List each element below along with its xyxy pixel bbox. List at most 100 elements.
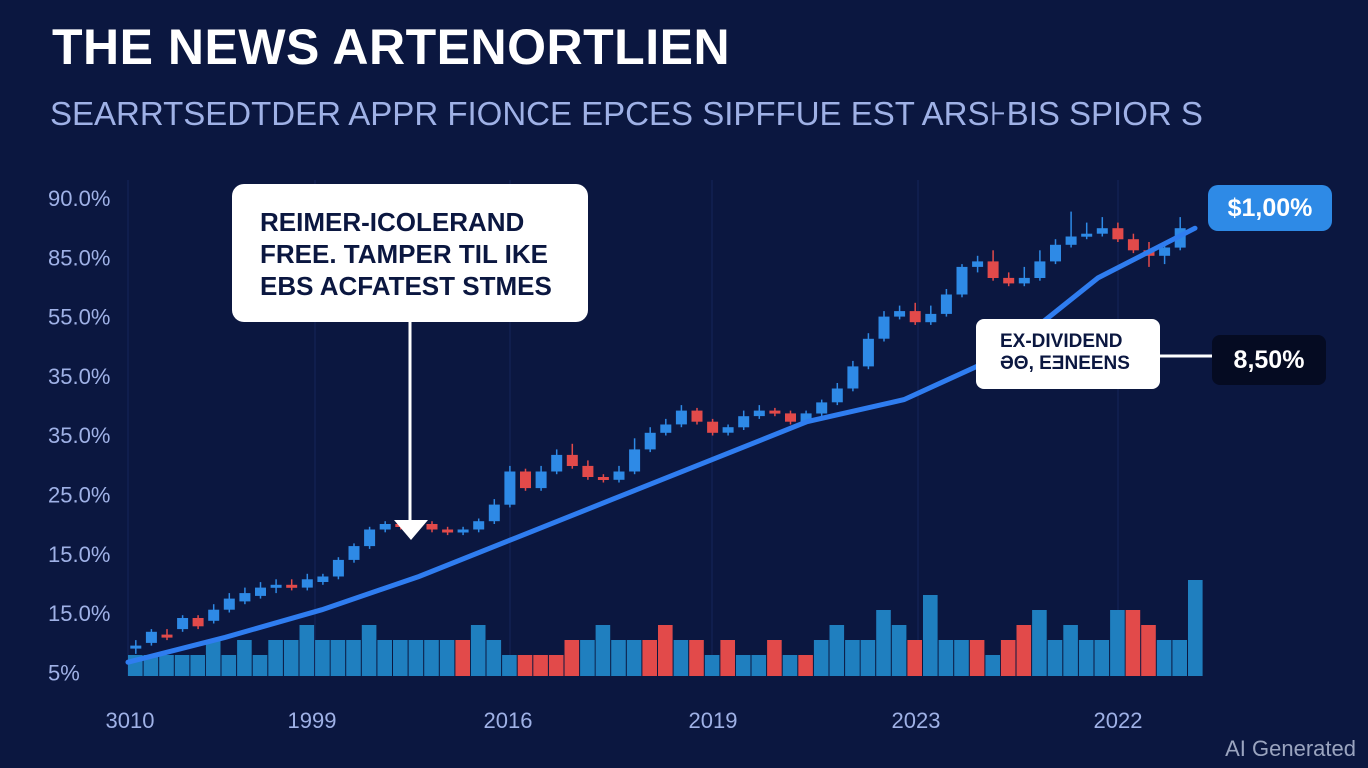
x-tick-label: 2022 — [1094, 708, 1143, 733]
candle-body — [364, 529, 376, 547]
volume-bar — [190, 655, 205, 676]
candle-body — [130, 645, 142, 649]
candle-body — [301, 579, 313, 588]
volume-bar — [1156, 640, 1172, 676]
volume-bar — [143, 655, 159, 676]
volume-bar — [533, 655, 548, 676]
volume-bar — [159, 655, 174, 676]
candle-body — [597, 477, 609, 480]
volume-bar — [1141, 625, 1156, 676]
candle-body — [535, 471, 547, 489]
x-tick-label: 2023 — [892, 708, 941, 733]
candle-body — [551, 454, 563, 472]
candle-body — [1112, 228, 1124, 240]
volume-bar — [517, 655, 533, 676]
y-tick-label: 35.0% — [48, 423, 110, 448]
volume-bar — [860, 640, 876, 676]
volume-bar — [502, 655, 517, 676]
candle-body — [847, 366, 859, 389]
candle-body — [332, 559, 344, 577]
volume-bar — [1047, 640, 1063, 676]
page-title: THE NEWS ARTENORTLIEN — [52, 19, 731, 75]
x-tick-label: 2019 — [689, 708, 738, 733]
candle-body — [1127, 239, 1139, 251]
volume-bar — [408, 640, 424, 676]
candle-body — [816, 402, 828, 414]
candle-body — [177, 618, 189, 630]
candle-body — [753, 410, 765, 417]
volume-bar — [829, 625, 845, 676]
candle-body — [1096, 228, 1108, 234]
volume-bar — [611, 640, 626, 676]
candle-body — [956, 266, 968, 295]
callout-pointer-arrowhead — [394, 520, 428, 540]
candle-body — [972, 261, 984, 267]
candle-body — [800, 413, 812, 422]
candle-body — [878, 316, 890, 339]
volume-bar — [938, 640, 954, 676]
price-badge: $1,00% — [1208, 185, 1332, 231]
volume-bar — [642, 640, 657, 676]
volume-bar — [1094, 640, 1110, 676]
ex-dividend-line-2: ƏΘ, EƎNEENS — [1000, 353, 1130, 374]
callout-line-2: FREE. TAMPER TIL IKE — [260, 239, 548, 269]
candle-body — [1034, 261, 1046, 278]
y-tick-label: 15.0% — [48, 542, 110, 567]
callout-line-1: REIMER-ICOLERAND — [260, 207, 525, 237]
volume-bar — [470, 625, 486, 676]
x-tick-label: 1999 — [288, 708, 337, 733]
volume-bar — [1125, 610, 1141, 676]
volume-bar — [486, 640, 502, 676]
candle-body — [769, 410, 781, 414]
volume-bar — [439, 640, 455, 676]
volume-bars — [128, 580, 1203, 676]
candle-body — [738, 416, 750, 428]
candle-body — [613, 471, 625, 480]
y-axis-ticks: 90.0% 85.0% 55.0% 35.0% 35.0% 25.0% 15.0% 15.0%… — [48, 186, 110, 685]
candle-body — [161, 634, 173, 638]
volume-bar — [174, 655, 190, 676]
candle-body — [660, 424, 672, 433]
volume-bar — [1032, 610, 1047, 676]
volume-bar — [845, 640, 860, 676]
volume-bar — [658, 625, 673, 676]
volume-bar — [704, 655, 720, 676]
volume-bar — [1110, 610, 1125, 676]
candle-body — [862, 338, 874, 367]
candle-body — [504, 471, 516, 505]
volume-bar — [564, 640, 580, 676]
volume-bar — [720, 640, 735, 676]
candle-body — [722, 427, 734, 433]
volume-bar — [1188, 580, 1203, 676]
candle-body — [1050, 244, 1061, 262]
volume-bar — [969, 640, 985, 676]
candle-body — [707, 421, 719, 433]
candle-body — [1003, 277, 1015, 284]
candle-body — [894, 311, 906, 317]
candle-body — [987, 261, 999, 278]
x-tick-label: 3010 — [106, 708, 155, 733]
candle-body — [442, 529, 454, 533]
candle-body — [644, 432, 656, 450]
y-tick-label: 90.0% — [48, 186, 110, 211]
candle-body — [582, 465, 594, 477]
volume-bar — [626, 640, 642, 676]
y-tick-label: 35.0% — [48, 364, 110, 389]
volume-bar — [393, 640, 408, 676]
candle-body — [785, 413, 796, 422]
page-subtitle: SEARRTSEDTDER APPR FIONCE EPCES SIPFFUE … — [50, 95, 1203, 132]
candle-body — [691, 410, 703, 422]
volume-bar — [221, 655, 237, 676]
candle-body — [286, 584, 298, 588]
candle-body — [520, 471, 531, 489]
ex-dividend-label: EX-DIVIDEND ƏΘ, EƎNEENS — [976, 319, 1160, 389]
candle-body — [208, 609, 220, 621]
candle-body — [239, 593, 251, 602]
candle-body — [223, 598, 235, 610]
volume-bar — [954, 640, 969, 676]
volume-bar — [751, 655, 767, 676]
candle-body — [629, 449, 641, 472]
volume-bar — [767, 640, 782, 676]
callout-line-3: EBS ACFATEST STMES — [260, 271, 552, 301]
